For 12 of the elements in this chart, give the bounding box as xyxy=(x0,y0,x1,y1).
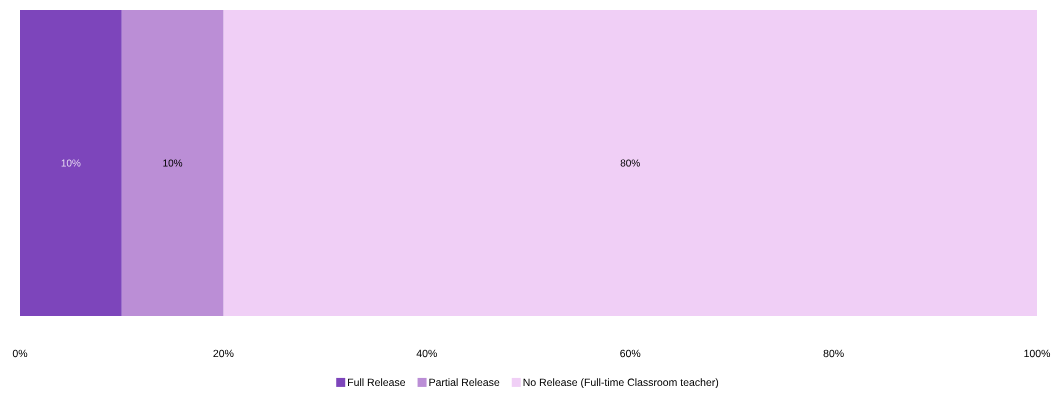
legend-label: Partial Release xyxy=(429,378,500,387)
data-label: 10% xyxy=(163,159,183,167)
x-tick-label: 40% xyxy=(416,349,437,358)
x-tick-label: 0% xyxy=(12,349,28,358)
data-label: 10% xyxy=(61,159,81,167)
x-tick-label: 60% xyxy=(620,349,641,358)
x-tick-label: 100% xyxy=(1024,349,1051,358)
legend-label: Full Release xyxy=(348,378,406,387)
x-tick-label: 80% xyxy=(823,349,844,358)
legend-label: No Release (Full-time Classroom teacher) xyxy=(523,378,719,389)
x-tick-label: 20% xyxy=(213,349,234,358)
data-label: 80% xyxy=(620,159,640,167)
